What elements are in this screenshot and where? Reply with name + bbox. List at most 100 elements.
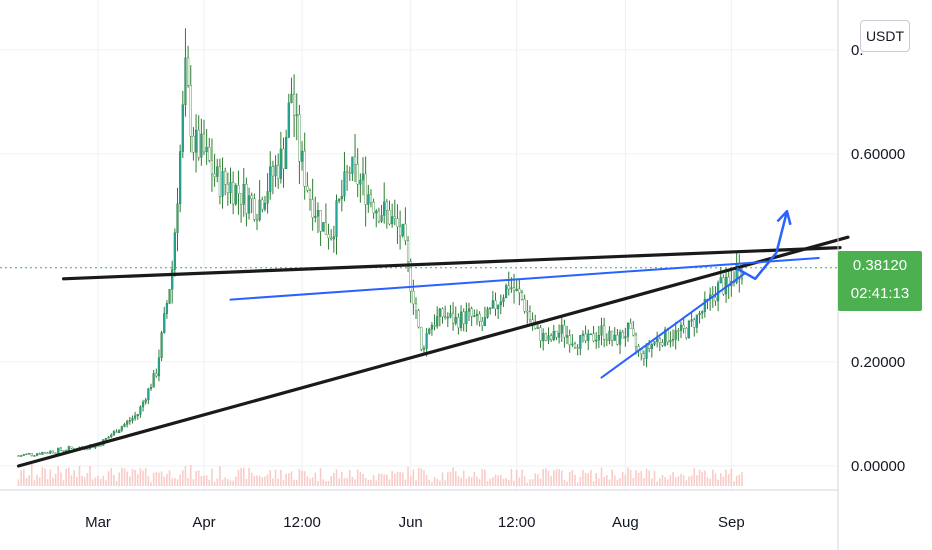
candle-body bbox=[221, 171, 224, 197]
candle-body bbox=[20, 455, 23, 457]
candle-body bbox=[287, 102, 290, 138]
candle-body bbox=[144, 399, 147, 403]
candle-body bbox=[250, 195, 253, 200]
projection-arrow-head[interactable] bbox=[776, 209, 792, 226]
candle-body bbox=[41, 452, 44, 455]
volume-bar bbox=[253, 476, 256, 486]
candle-body bbox=[497, 304, 500, 310]
volume-bar bbox=[306, 476, 309, 486]
candle-body bbox=[568, 335, 571, 345]
volume-bar bbox=[468, 476, 470, 486]
volume-bar bbox=[611, 469, 613, 486]
volume-bar bbox=[160, 471, 163, 486]
candle-body bbox=[269, 166, 272, 192]
candle-body bbox=[420, 326, 423, 350]
candle-body bbox=[346, 171, 349, 173]
volume-bar bbox=[52, 477, 54, 486]
candle-body bbox=[184, 57, 187, 105]
candle-body bbox=[17, 455, 20, 457]
volume-bar bbox=[733, 481, 735, 486]
volume-bar bbox=[637, 472, 640, 486]
x-tick-label: 12:00 bbox=[498, 514, 536, 531]
candle-body bbox=[279, 148, 282, 179]
candle-body bbox=[155, 373, 158, 377]
candle-body bbox=[157, 357, 161, 377]
volume-bar bbox=[396, 471, 399, 486]
volume-bar bbox=[25, 477, 28, 486]
volume-bar bbox=[235, 476, 237, 486]
trendline-layer[interactable] bbox=[0, 209, 850, 468]
candle-body bbox=[465, 311, 468, 324]
candle-body bbox=[573, 343, 577, 348]
volume-bar bbox=[690, 475, 693, 486]
volume-bar bbox=[436, 479, 438, 486]
volume-bar bbox=[714, 473, 717, 486]
volume-bar bbox=[571, 470, 574, 486]
candle-body bbox=[401, 223, 404, 237]
volume-bar bbox=[735, 475, 738, 486]
candle-body bbox=[99, 445, 102, 447]
volume-bar bbox=[370, 479, 372, 486]
volume-bar bbox=[121, 467, 123, 486]
candle-body bbox=[293, 93, 296, 116]
volume-bar bbox=[537, 474, 539, 486]
volume-bar bbox=[661, 475, 664, 486]
volume-bar bbox=[266, 474, 269, 486]
candle-body bbox=[512, 287, 516, 291]
volume-bar bbox=[330, 475, 332, 486]
candle-body bbox=[131, 417, 134, 421]
black-trendline[interactable] bbox=[61, 246, 842, 281]
candle-body bbox=[319, 210, 322, 232]
blue-trendline[interactable] bbox=[600, 272, 746, 379]
candle-body bbox=[70, 446, 73, 449]
x-tick-label: Jun bbox=[399, 514, 423, 531]
volume-bar bbox=[179, 474, 181, 486]
volume-bar bbox=[36, 474, 38, 486]
volume-bar bbox=[362, 474, 364, 486]
volume-bar bbox=[311, 477, 314, 486]
candle-body bbox=[171, 269, 174, 290]
candle-body bbox=[616, 334, 619, 345]
volume-bar bbox=[240, 467, 242, 486]
candle-body bbox=[38, 453, 41, 455]
volume-bar bbox=[563, 480, 566, 486]
volume-bar bbox=[518, 477, 521, 486]
volume-bar bbox=[102, 475, 105, 486]
candle-body bbox=[640, 349, 643, 354]
candle-body bbox=[133, 415, 137, 419]
volume-bar bbox=[592, 481, 595, 486]
volume-bar bbox=[38, 477, 41, 486]
candle-body bbox=[558, 333, 561, 338]
candle-body bbox=[86, 448, 89, 451]
volume-bar bbox=[94, 477, 97, 486]
x-tick-label: Aug bbox=[612, 514, 639, 531]
candle-body bbox=[263, 203, 267, 210]
volume-bar bbox=[598, 478, 600, 486]
candle-body bbox=[51, 450, 55, 454]
blue-trendline[interactable] bbox=[229, 257, 820, 301]
volume-bar bbox=[62, 480, 65, 486]
candle-body bbox=[507, 285, 510, 290]
volume-bar bbox=[704, 470, 706, 486]
currency-badge[interactable]: USDT bbox=[860, 20, 910, 52]
volume-bar bbox=[354, 479, 356, 486]
volume-bar bbox=[425, 474, 428, 486]
volume-bar bbox=[388, 479, 391, 486]
candle-body bbox=[528, 311, 532, 320]
candle-body bbox=[648, 344, 651, 350]
candle-body bbox=[369, 194, 373, 203]
volume-bar bbox=[693, 468, 696, 486]
volume-bar bbox=[203, 475, 205, 486]
candle-body bbox=[719, 277, 722, 284]
candle-body bbox=[385, 201, 388, 211]
candle-body bbox=[210, 160, 214, 175]
candle-body bbox=[470, 308, 473, 317]
candle-body bbox=[438, 308, 441, 317]
black-trendline[interactable] bbox=[16, 235, 850, 468]
candle-body bbox=[388, 210, 391, 225]
candle-body bbox=[520, 292, 524, 300]
candle-body bbox=[239, 193, 243, 205]
projection-arrow[interactable] bbox=[736, 210, 789, 281]
